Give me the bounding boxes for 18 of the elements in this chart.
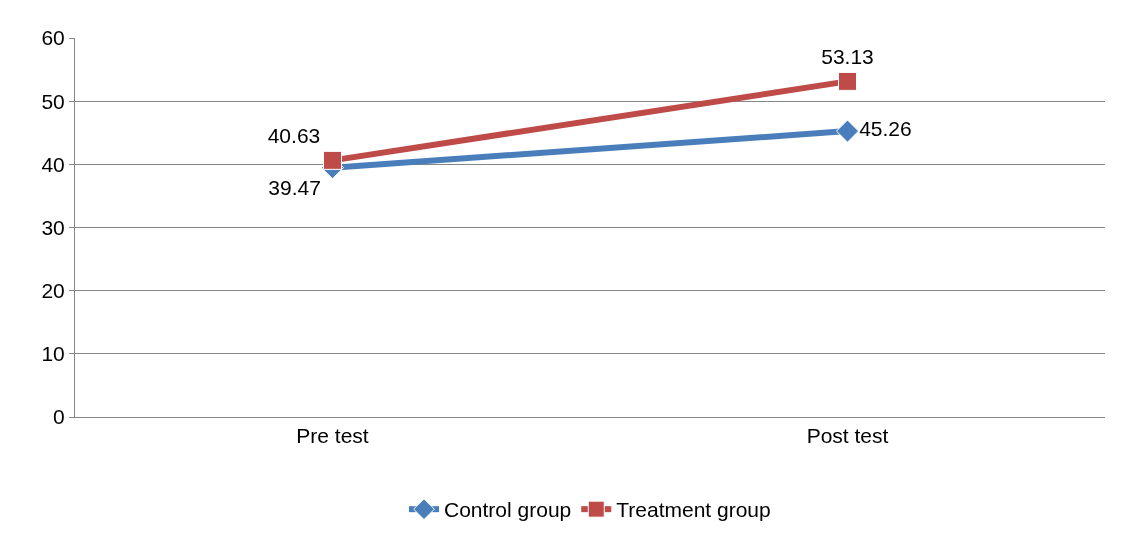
y-tick-label: 0 xyxy=(53,405,65,429)
y-tick-label: 40 xyxy=(41,152,65,176)
data-label: 53.13 xyxy=(821,44,874,68)
legend-label: Control group xyxy=(444,498,572,522)
y-tick-label: 60 xyxy=(41,26,65,50)
data-label: 40.63 xyxy=(267,123,321,147)
point xyxy=(323,150,342,170)
y-tick-label: 50 xyxy=(41,89,65,113)
point xyxy=(838,71,857,91)
point xyxy=(835,119,860,143)
data-label: 39.47 xyxy=(268,176,321,200)
y-tick-label: 30 xyxy=(41,215,65,239)
x-tick-label: Post test xyxy=(806,424,889,448)
x-tick-label: Pre test xyxy=(296,424,369,448)
y-tick-label: 20 xyxy=(41,279,65,303)
y-tick-label: 10 xyxy=(41,342,65,366)
data-label: 45.26 xyxy=(859,117,912,141)
legend-label: Treatment group xyxy=(616,498,771,522)
